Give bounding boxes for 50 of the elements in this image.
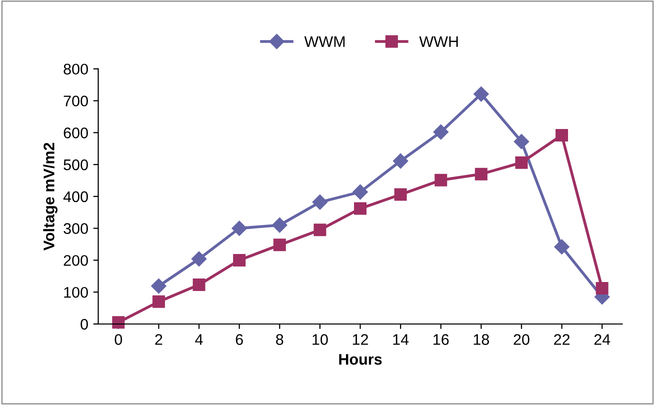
- legend-label: WWH: [419, 36, 458, 47]
- point: [192, 278, 206, 292]
- x-axis-title: Hours: [339, 354, 382, 365]
- x-tick-label: 10: [312, 334, 328, 345]
- y-axis-title: Voltage mV/m2: [43, 142, 58, 251]
- x-tick-label: 0: [114, 334, 122, 345]
- y-tick-label: 500: [64, 159, 88, 170]
- point: [112, 316, 125, 329]
- point: [273, 238, 286, 252]
- y-tick-label: 400: [63, 191, 88, 202]
- y-tick-label: 0: [80, 318, 88, 330]
- y-tick-label: 200: [64, 255, 88, 266]
- point: [474, 168, 488, 180]
- y-tick-label: 100: [64, 286, 88, 298]
- point: [354, 202, 366, 215]
- point: [554, 239, 570, 254]
- y-tick-label: 700: [64, 96, 88, 106]
- x-tick-label: 14: [393, 334, 409, 345]
- point: [233, 254, 246, 266]
- point: [433, 124, 448, 140]
- point: [314, 224, 326, 236]
- point: [312, 194, 328, 210]
- x-tick-label: 20: [514, 334, 530, 345]
- x-tick-label: 4: [195, 334, 203, 345]
- point: [392, 153, 408, 169]
- point: [191, 251, 207, 267]
- point: [232, 220, 247, 236]
- x-tick-label: 12: [352, 334, 368, 345]
- x-tick-label: 24: [594, 334, 610, 345]
- point: [352, 184, 368, 200]
- point: [152, 295, 165, 308]
- x-tick-label: 2: [155, 334, 162, 345]
- point: [151, 278, 166, 294]
- x-tick-label: 18: [474, 334, 490, 345]
- point: [556, 128, 568, 142]
- y-tick-label: 600: [64, 128, 88, 138]
- point: [514, 134, 530, 150]
- point: [394, 188, 407, 201]
- x-tick-label: 16: [434, 334, 449, 345]
- x-tick-label: 6: [236, 334, 243, 345]
- y-tick-label: 800: [64, 64, 88, 75]
- y-tick-label: 300: [64, 223, 88, 234]
- point: [434, 174, 448, 186]
- point: [515, 156, 528, 169]
- point: [272, 218, 288, 233]
- x-tick-label: 22: [554, 334, 570, 345]
- legend-label: WWM: [304, 36, 345, 47]
- point: [474, 86, 489, 102]
- point: [596, 282, 608, 295]
- x-tick-label: 8: [276, 334, 284, 345]
